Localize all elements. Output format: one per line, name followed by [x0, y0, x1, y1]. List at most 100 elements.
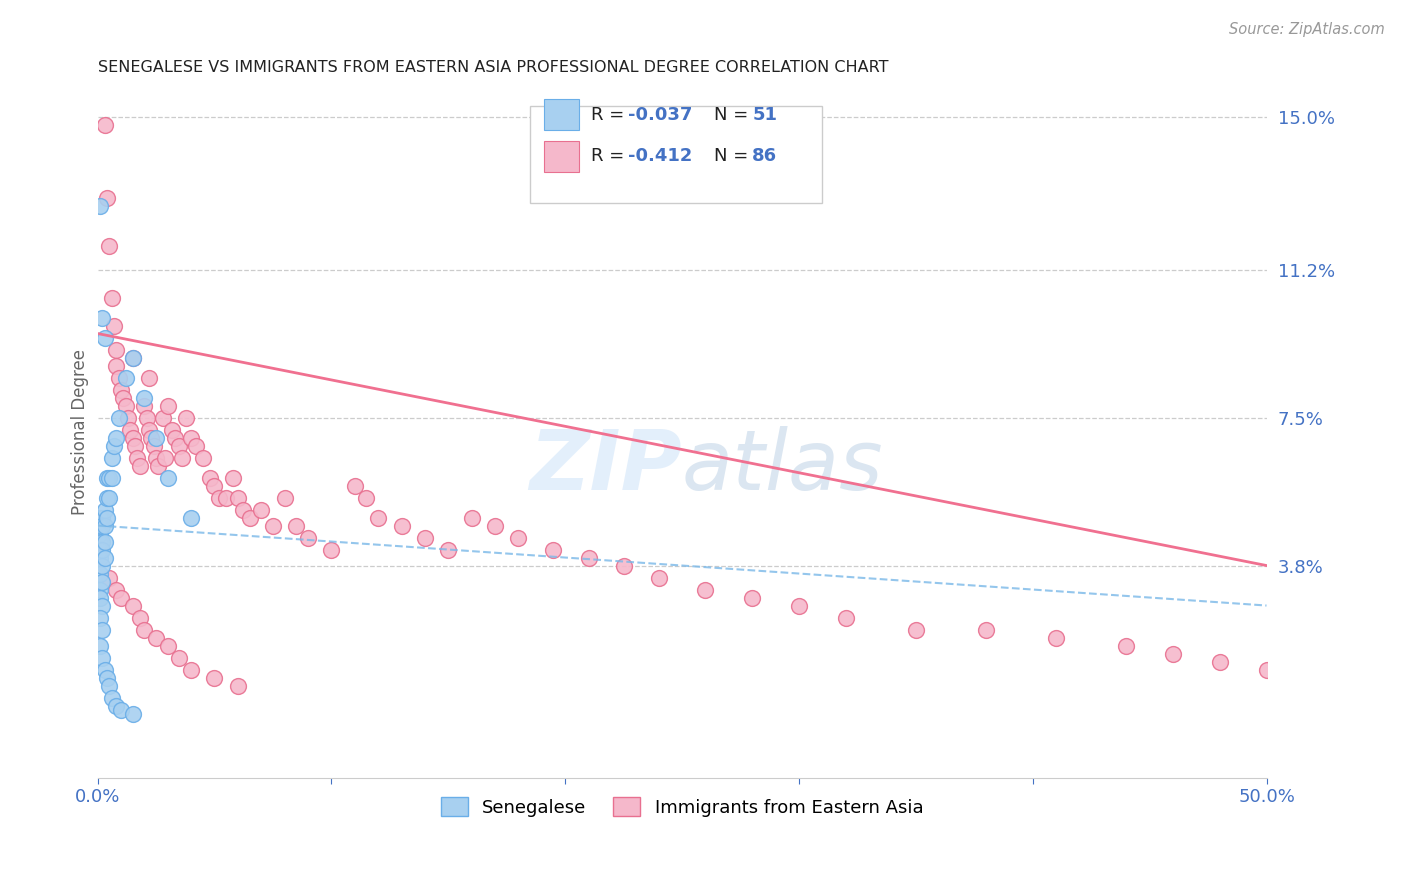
Point [91, 518, 114, 533]
Point [169, 650, 191, 665]
Point [1161, 647, 1184, 661]
Point [98, 470, 121, 484]
Text: ZIP: ZIP [530, 425, 682, 507]
Point [100, 450, 122, 465]
Point [93, 550, 115, 565]
Point [226, 491, 249, 505]
Point [413, 531, 436, 545]
Point [134, 391, 156, 405]
Point [93, 119, 115, 133]
Point [135, 410, 157, 425]
Point [89, 518, 111, 533]
Point [121, 706, 143, 721]
Point [89, 510, 111, 524]
Point [543, 542, 565, 557]
Point [110, 383, 132, 397]
Point [93, 502, 115, 516]
Point [121, 599, 143, 613]
Point [508, 531, 530, 545]
Point [297, 531, 319, 545]
Point [169, 438, 191, 452]
Point [238, 510, 260, 524]
Point [91, 542, 114, 557]
Point [103, 438, 125, 452]
Point [156, 470, 179, 484]
Point [100, 470, 122, 484]
Point [787, 599, 810, 613]
Point [1115, 639, 1137, 653]
Point [162, 423, 184, 437]
Point [191, 450, 214, 465]
Point [163, 430, 186, 444]
Point [110, 591, 132, 605]
Point [96, 190, 118, 204]
Point [180, 430, 202, 444]
Point [89, 198, 111, 212]
Point [156, 399, 179, 413]
Point [105, 359, 128, 373]
Point [285, 518, 308, 533]
Point [89, 639, 111, 653]
Point [128, 610, 150, 624]
Text: -0.037: -0.037 [628, 106, 693, 124]
Point [124, 438, 146, 452]
Point [89, 591, 111, 605]
Point [98, 238, 121, 252]
Point [155, 450, 177, 465]
Point [96, 671, 118, 685]
Point [89, 610, 111, 624]
Point [138, 423, 160, 437]
Point [100, 291, 122, 305]
Point [226, 679, 249, 693]
Legend: Senegalese, Immigrants from Eastern Asia: Senegalese, Immigrants from Eastern Asia [433, 790, 931, 824]
Point [98, 570, 121, 584]
FancyBboxPatch shape [544, 141, 579, 172]
Point [134, 623, 156, 637]
Point [127, 450, 149, 465]
Point [695, 582, 717, 597]
Point [120, 423, 142, 437]
Point [105, 698, 128, 713]
Point [231, 502, 253, 516]
Point [215, 491, 238, 505]
Point [437, 542, 460, 557]
Point [1209, 655, 1232, 669]
Point [250, 502, 273, 516]
Point [356, 491, 378, 505]
Point [152, 410, 174, 425]
Point [170, 450, 193, 465]
Point [145, 450, 167, 465]
Point [613, 558, 636, 573]
Point [484, 518, 506, 533]
Point [184, 438, 207, 452]
Point [89, 542, 111, 557]
Point [91, 558, 114, 573]
Text: N =: N = [714, 106, 754, 124]
Point [114, 370, 136, 384]
Point [89, 566, 111, 581]
Point [145, 631, 167, 645]
Point [98, 679, 121, 693]
Point [204, 671, 226, 685]
Point [91, 534, 114, 549]
Y-axis label: Professional Degree: Professional Degree [72, 349, 89, 515]
Point [89, 534, 111, 549]
Point [121, 351, 143, 365]
Point [91, 310, 114, 325]
Point [156, 639, 179, 653]
Point [578, 550, 600, 565]
Point [96, 510, 118, 524]
Point [89, 550, 111, 565]
Point [121, 351, 143, 365]
Point [134, 399, 156, 413]
Point [128, 458, 150, 473]
Point [138, 370, 160, 384]
Point [198, 470, 221, 484]
Point [105, 430, 128, 444]
Point [96, 491, 118, 505]
Point [176, 410, 198, 425]
Point [141, 430, 163, 444]
Point [117, 410, 139, 425]
Point [112, 391, 135, 405]
Point [93, 518, 115, 533]
